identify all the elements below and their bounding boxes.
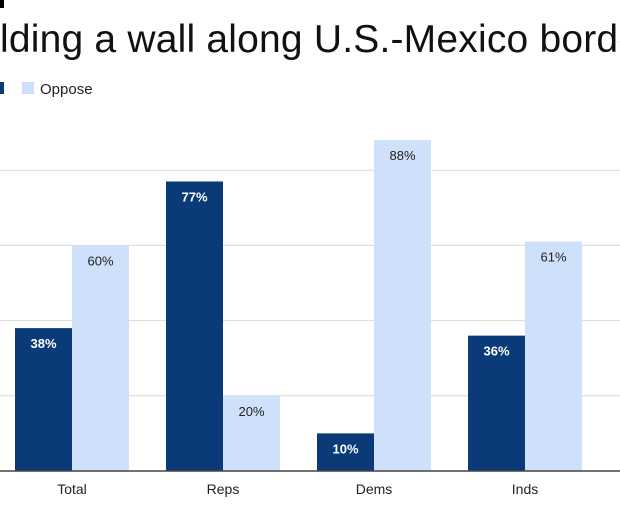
- category-label: Reps: [207, 481, 240, 497]
- bar-oppose: [223, 395, 280, 471]
- bar-oppose: [525, 241, 582, 471]
- legend-swatch-oppose: [22, 82, 34, 94]
- bar-support: [15, 328, 72, 471]
- data-label: 36%: [483, 344, 509, 359]
- data-label: 77%: [181, 189, 207, 204]
- bar-oppose: [374, 140, 431, 471]
- data-label: 88%: [389, 148, 415, 163]
- chart-title: lding a wall along U.S.-Mexico borde: [0, 18, 620, 61]
- bar-oppose: [72, 245, 129, 471]
- legend: Oppose: [0, 80, 620, 100]
- header-mark: [0, 0, 4, 8]
- bar-support: [166, 181, 223, 472]
- data-label: 10%: [332, 441, 358, 456]
- bar-support: [468, 335, 525, 471]
- data-label: 60%: [87, 253, 113, 268]
- category-label: Total: [57, 481, 87, 497]
- legend-label-oppose: Oppose: [40, 81, 93, 98]
- bar-support: [317, 433, 374, 471]
- category-label: Dems: [356, 481, 393, 497]
- data-label: 61%: [540, 250, 566, 265]
- legend-swatch-support: [0, 82, 4, 94]
- data-label: 20%: [238, 404, 264, 419]
- data-label: 38%: [30, 336, 56, 351]
- category-label: Inds: [512, 481, 538, 497]
